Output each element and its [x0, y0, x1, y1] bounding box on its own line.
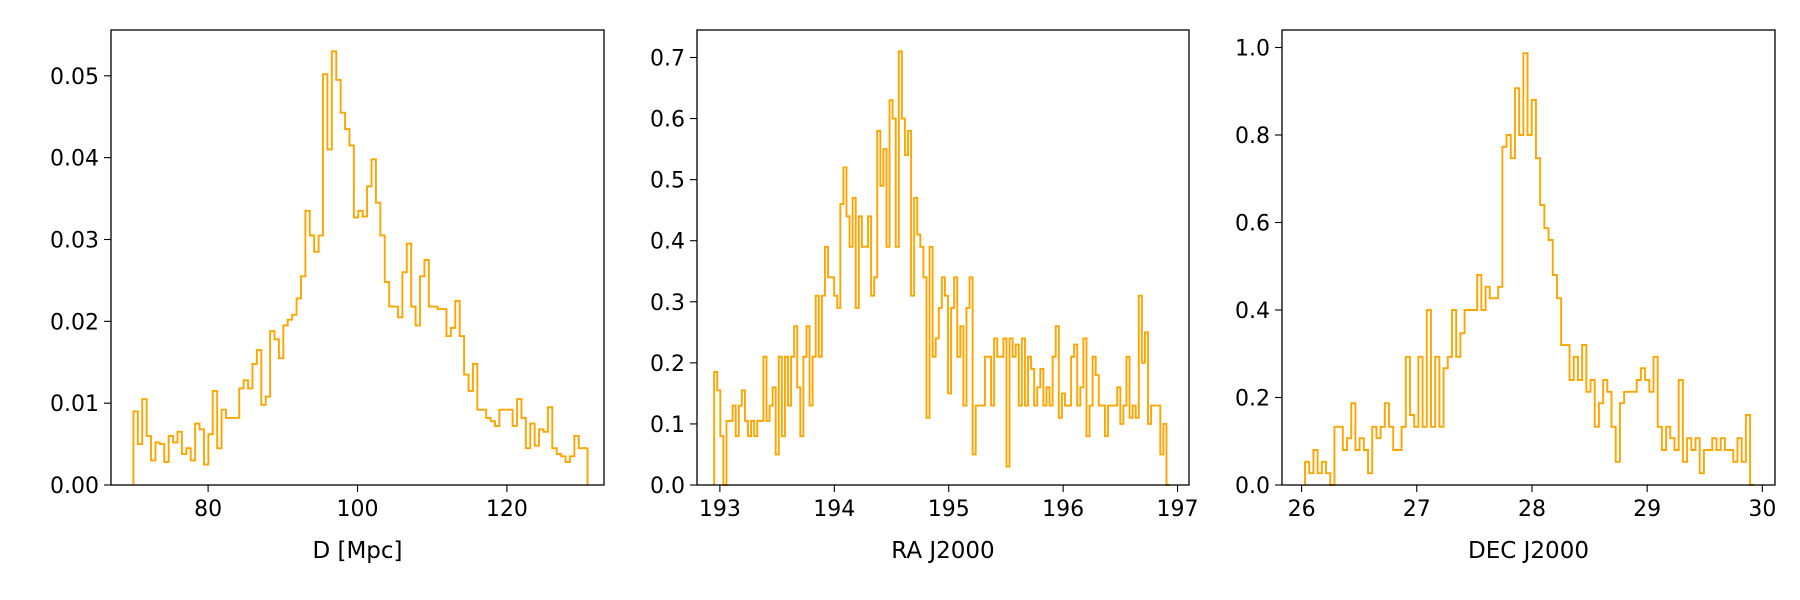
- ra-axes-frame: [696, 29, 1190, 486]
- distance-y-tick-label: 0.03: [50, 228, 99, 253]
- distance-y-tick-label: 0.01: [50, 392, 99, 417]
- ra-y-tick-label: 0.2: [650, 352, 685, 377]
- ra-histogram-step: [713, 50, 1170, 486]
- dec-x-tick-label: 29: [1633, 497, 1661, 522]
- ra-x-tick-label: 194: [813, 497, 855, 522]
- distance-x-tick-label: 80: [194, 497, 222, 522]
- dec-histogram-step: [1304, 52, 1755, 486]
- ra-x-tick-label: 193: [699, 497, 741, 522]
- dec-y-tick-label: 0.8: [1235, 124, 1270, 149]
- dec-x-axis-label: DEC J2000: [1468, 538, 1589, 564]
- ra-y-tick-label: 0.5: [650, 169, 685, 194]
- distance-x-tick-label: 120: [486, 497, 528, 522]
- ra-y-tick-label: 0.1: [650, 413, 685, 438]
- ra-y-tick-label: 0.6: [650, 108, 685, 133]
- ra-x-tick-label: 196: [1042, 497, 1084, 522]
- dec-axes-frame: [1281, 29, 1776, 486]
- dec-x-tick-label: 26: [1288, 497, 1316, 522]
- distance-histogram-panel: 80 100 120 0.00 0.01 0.02 0.03 0.04 0.05 D [Mpc]: [50, 29, 605, 564]
- ra-y-tick-label: 0.7: [650, 46, 685, 71]
- distance-y-tick-label: 0.02: [50, 310, 99, 335]
- dec-histogram-panel: 26 27 28 29 30 0.0 0.2 0.4 0.6 0.8 1.0 DEC J2000: [1235, 29, 1776, 564]
- ra-histogram-panel: 193 194 195 196 197 0.0 0.1 0.2 0.3 0.4 0.5 0.6 0.7 R…: [650, 29, 1199, 564]
- distance-y-tick-label: 0.05: [50, 65, 99, 90]
- ra-y-tick-label: 0.3: [650, 291, 685, 316]
- ra-y-tick-label: 0.0: [650, 474, 685, 499]
- distance-y-tick-label: 0.04: [50, 147, 99, 172]
- dec-y-tick-label: 0.0: [1235, 474, 1270, 499]
- ra-x-tick-label: 195: [928, 497, 970, 522]
- ra-y-tick-label: 0.4: [650, 230, 685, 255]
- distance-histogram-step: [132, 50, 589, 485]
- distance-x-tick-label: 100: [337, 497, 379, 522]
- dec-x-tick-label: 28: [1518, 497, 1546, 522]
- dec-x-tick-label: 30: [1748, 497, 1776, 522]
- ra-x-tick-label: 197: [1157, 497, 1199, 522]
- dec-x-tick-label: 27: [1403, 497, 1431, 522]
- dec-y-tick-label: 0.2: [1235, 387, 1270, 412]
- distance-y-tick-label: 0.00: [50, 474, 99, 499]
- dec-y-tick-label: 1.0: [1235, 37, 1270, 62]
- distance-x-axis-label: D [Mpc]: [312, 538, 402, 564]
- dec-y-tick-label: 0.6: [1235, 212, 1270, 237]
- ra-x-axis-label: RA J2000: [891, 538, 994, 564]
- dec-y-tick-label: 0.4: [1235, 299, 1270, 324]
- distance-axes-frame: [110, 29, 605, 486]
